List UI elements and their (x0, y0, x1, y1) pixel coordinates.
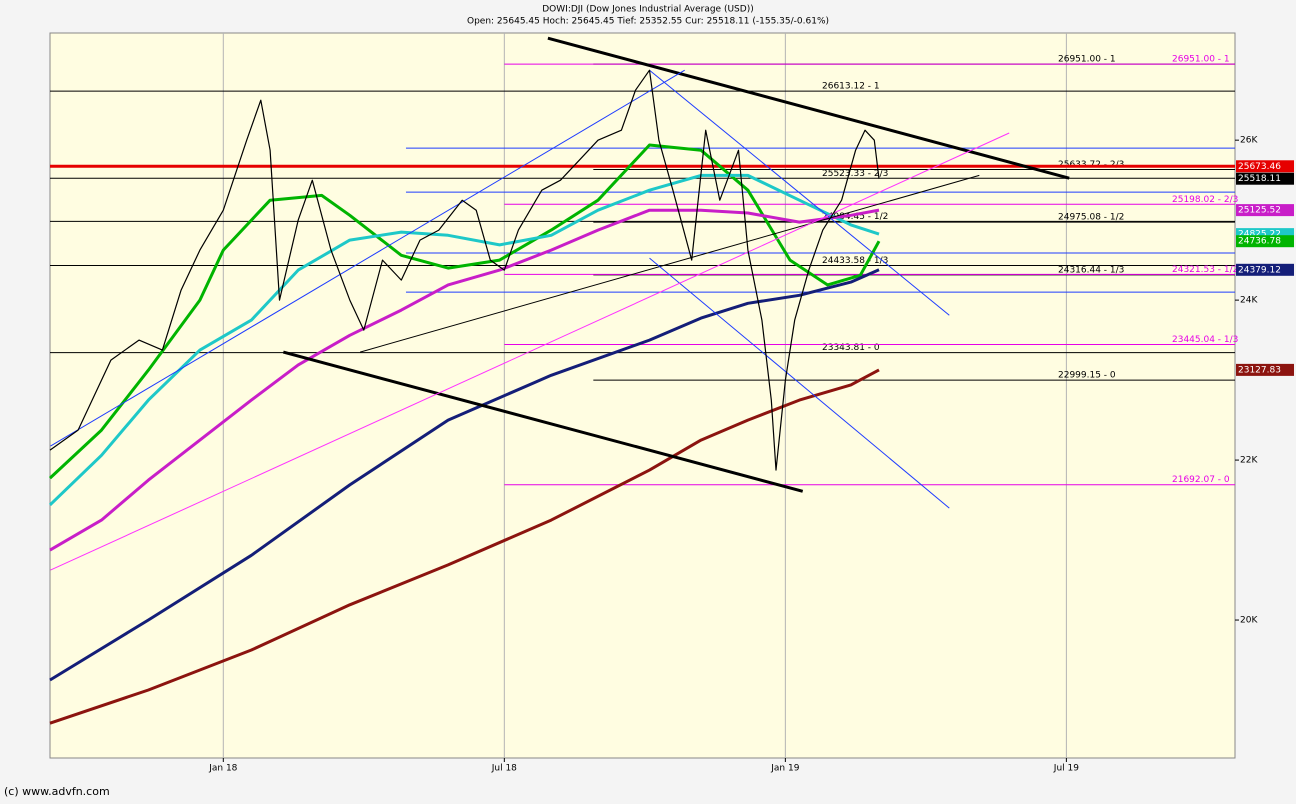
chart-subtitle: Open: 25645.45 Hoch: 25645.45 Tief: 2535… (467, 17, 829, 27)
plot-area (49, 32, 1236, 759)
x-tick-label: Jul 18 (491, 764, 517, 774)
trend-line (547, 36, 1070, 180)
y-tick-label: 26K (1240, 136, 1258, 146)
chart-title: DOWI:DJI (Dow Jones Industrial Average (… (542, 5, 753, 15)
level-label: 24316.44 - 1/3 (1058, 265, 1124, 275)
x-tick-label: Jul 19 (1053, 764, 1079, 774)
x-tick-label: Jan 19 (770, 764, 799, 774)
price-tag-label: 24825.22 (1238, 230, 1281, 240)
moving-average (49, 268, 880, 682)
trend-line (649, 257, 950, 509)
level-label: 26951.00 - 1 (1058, 55, 1116, 65)
price-tag-label: 23127.83 (1238, 365, 1281, 375)
price-tag (1236, 235, 1294, 248)
level-label: 21692.07 - 0 (1172, 475, 1230, 485)
y-tick-label: 24K (1240, 296, 1258, 306)
trend-line (359, 174, 980, 353)
y-tick-label: 22K (1240, 456, 1258, 466)
moving-average (48, 173, 880, 506)
moving-average (48, 143, 881, 480)
level-label: 24321.53 - 1/2 (1172, 265, 1238, 275)
moving-average (49, 368, 880, 725)
footer: (c) www.advfn.com (4, 785, 110, 798)
trend-line (50, 132, 1010, 571)
price-tag-label: 25125.52 (1238, 206, 1281, 216)
level-label: 26613.12 - 1 (822, 82, 880, 92)
price-tag (1236, 263, 1294, 276)
level-label: 23445.04 - 1/3 (1172, 335, 1238, 345)
level-label: 25198.02 - 2/3 (1172, 195, 1238, 205)
price-tag-label: 25673.46 (1238, 162, 1281, 172)
price-tag-label: 24736.78 (1238, 237, 1281, 247)
price-tag-label: 24379.12 (1238, 265, 1281, 275)
level-label: 24433.58 - 1/3 (822, 256, 888, 266)
price-tag (1236, 172, 1294, 185)
price-line (49, 69, 880, 471)
price-tag (1236, 363, 1294, 376)
level-label: 24975.08 - 1/2 (1058, 213, 1124, 223)
trend-line (649, 69, 950, 316)
trend-line (282, 350, 804, 493)
price-tag-label: 25518.11 (1238, 174, 1281, 184)
level-label: 26951.00 - 1 (1172, 55, 1230, 65)
x-tick-label: Jan 18 (208, 764, 237, 774)
moving-average (49, 208, 880, 552)
price-tag (1236, 160, 1294, 173)
y-tick-label: 20K (1240, 616, 1258, 626)
level-label: 25523.33 - 2/3 (822, 169, 888, 179)
level-label: 22999.15 - 0 (1058, 371, 1116, 381)
trend-line (50, 69, 685, 447)
level-label: 24984.45 - 1/2 (822, 212, 888, 222)
level-label: 23343.81 - 0 (822, 343, 880, 353)
price-tag (1236, 204, 1294, 217)
